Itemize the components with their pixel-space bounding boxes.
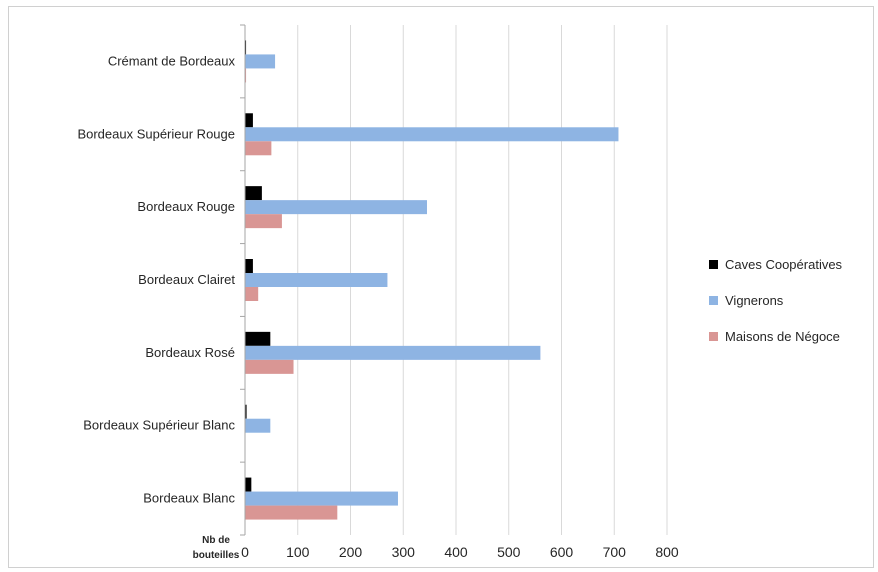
bars [245, 40, 619, 520]
x-tick-label: 700 [603, 544, 627, 560]
x-tick-label: 400 [444, 544, 468, 560]
gridlines [244, 25, 668, 535]
legend-label: Maisons de Négoce [725, 329, 840, 344]
category-label: Bordeaux Clairet [138, 272, 235, 287]
bar [245, 200, 427, 215]
bar [245, 214, 282, 229]
x-axis-title-line2: bouteilles [193, 550, 240, 561]
bar [245, 68, 247, 83]
legend-label: Vignerons [725, 293, 784, 308]
category-labels: Crémant de Bordeaux Bordeaux Supérieur Ro… [77, 53, 235, 505]
bar [245, 54, 276, 69]
legend-swatch [709, 296, 718, 305]
bar [245, 127, 619, 142]
legend-swatch [709, 260, 718, 269]
x-tick-label: 200 [339, 544, 363, 560]
x-tick-label: 0 [241, 544, 249, 560]
bar [245, 477, 252, 492]
bar [245, 418, 271, 433]
x-tick-label: 600 [550, 544, 574, 560]
bar [245, 491, 398, 506]
bar [245, 259, 253, 273]
x-axis-title-line1: Nb de [202, 535, 230, 546]
bar [245, 505, 338, 520]
bar [245, 359, 294, 374]
chart-frame: Crémant de Bordeaux Bordeaux Supérieur Ro… [8, 6, 874, 568]
x-tick-label: 300 [392, 544, 416, 560]
bar [245, 404, 247, 419]
category-label: Bordeaux Blanc [143, 491, 235, 506]
bar [245, 141, 272, 156]
tick-labels: 0 100 200 300 400 500 600 700 800 [241, 544, 679, 560]
bar [245, 186, 262, 201]
x-tick-label: 800 [655, 544, 679, 560]
bar-chart: Crémant de Bordeaux Bordeaux Supérieur Ro… [77, 24, 843, 561]
category-label: Bordeaux Rosé [145, 345, 235, 360]
bar [245, 40, 247, 55]
bar [245, 287, 259, 301]
category-label: Bordeaux Supérieur Rouge [77, 126, 235, 141]
category-label: Crémant de Bordeaux [108, 53, 236, 68]
bar [245, 345, 541, 360]
legend-swatch [709, 332, 718, 341]
bar [245, 331, 271, 346]
category-label: Bordeaux Supérieur Blanc [83, 418, 235, 433]
category-label: Bordeaux Rouge [137, 199, 235, 214]
bar [245, 273, 388, 287]
x-tick-label: 500 [497, 544, 521, 560]
legend: Caves Coopératives Vignerons Maisons de Né… [709, 257, 843, 344]
legend-label: Caves Coopératives [725, 257, 843, 272]
x-tick-label: 100 [286, 544, 310, 560]
bar [245, 113, 253, 128]
axes [240, 24, 246, 536]
